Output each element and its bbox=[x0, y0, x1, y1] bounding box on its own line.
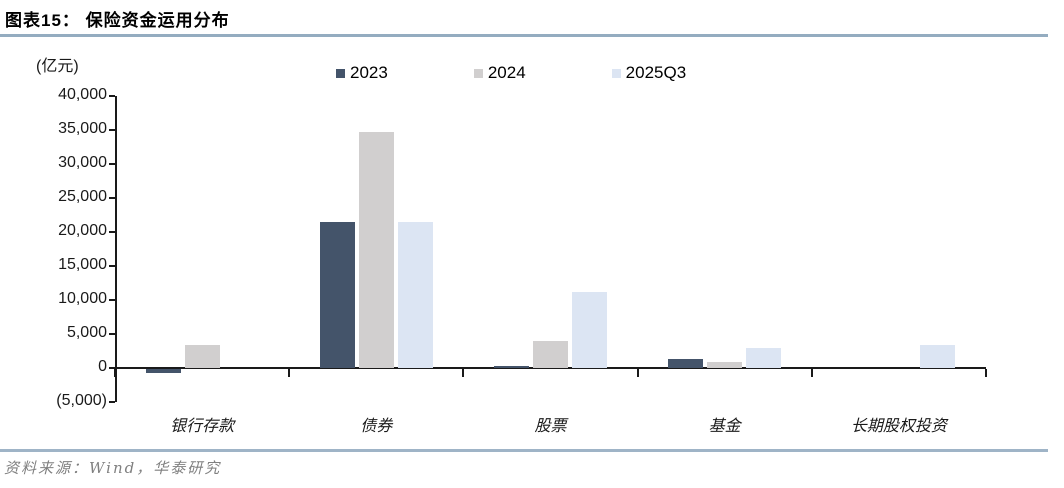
legend-label: 2023 bbox=[350, 63, 388, 82]
y-tick-label: 0 bbox=[98, 358, 107, 375]
y-tick-label: 10,000 bbox=[58, 290, 107, 307]
chart-title: 图表15： 保险资金运用分布 bbox=[5, 11, 230, 30]
legend-swatch-icon bbox=[473, 68, 483, 78]
x-axis-tick bbox=[462, 369, 465, 377]
x-axis-line bbox=[115, 367, 986, 369]
x-axis-label: 银行存款 bbox=[170, 416, 235, 435]
y-axis-tick bbox=[109, 129, 115, 131]
y-tick-label: 5,000 bbox=[66, 324, 107, 341]
x-axis-label: 长期股权投资 bbox=[850, 416, 947, 435]
legend-item-2025Q3: 2025Q3 bbox=[611, 63, 687, 83]
bar-2025Q3 bbox=[920, 344, 956, 368]
bar-2024 bbox=[184, 344, 220, 368]
y-tick-label: 15,000 bbox=[58, 256, 107, 273]
y-axis-tick bbox=[109, 231, 115, 233]
bar-2023 bbox=[145, 369, 181, 374]
bar-2024 bbox=[358, 132, 394, 368]
bar-2023 bbox=[668, 359, 704, 368]
y-axis-unit-label: (亿元) bbox=[36, 58, 79, 75]
bar-2024 bbox=[533, 340, 568, 368]
y-tick-label: 25,000 bbox=[58, 188, 107, 205]
legend: 2023 2024 2025Q3 bbox=[336, 63, 686, 83]
bar-2023 bbox=[319, 221, 355, 368]
legend-swatch-icon bbox=[611, 68, 621, 78]
x-axis-tick bbox=[114, 369, 116, 377]
legend-label: 2024 bbox=[487, 63, 526, 82]
x-axis-label: 基金 bbox=[708, 416, 741, 435]
y-axis-tick bbox=[109, 299, 115, 301]
y-axis-tick bbox=[109, 265, 115, 267]
legend-label: 2025Q3 bbox=[625, 63, 687, 82]
bar-2023 bbox=[494, 365, 529, 368]
x-axis-label: 股票 bbox=[534, 416, 567, 435]
y-tick-label: 20,000 bbox=[58, 222, 107, 239]
y-tick-label: 30,000 bbox=[58, 154, 107, 171]
bar-2024 bbox=[707, 361, 743, 368]
bar-2025Q3 bbox=[397, 222, 433, 368]
legend-swatch-icon bbox=[336, 68, 345, 78]
y-axis-tick bbox=[109, 367, 115, 369]
bar-2025Q3 bbox=[572, 291, 607, 368]
y-axis-tick bbox=[109, 95, 115, 97]
x-axis-tick bbox=[985, 369, 987, 377]
x-axis-tick bbox=[636, 369, 639, 377]
source-text: 资料来源：Wind，华泰研究 bbox=[4, 459, 222, 477]
y-tick-label: 40,000 bbox=[58, 86, 107, 103]
y-axis-tick bbox=[109, 197, 115, 199]
x-axis-tick bbox=[288, 369, 291, 377]
footer-rule bbox=[0, 449, 1048, 452]
y-axis-tick bbox=[109, 401, 115, 403]
y-tick-label: 35,000 bbox=[58, 120, 107, 137]
header-rule bbox=[0, 34, 1048, 37]
legend-item-2023: 2023 bbox=[336, 63, 388, 83]
x-axis-label: 债券 bbox=[360, 416, 393, 435]
y-tick-label: (5,000) bbox=[56, 392, 107, 409]
bar-2025Q3 bbox=[746, 348, 782, 368]
y-axis-tick bbox=[109, 333, 115, 335]
y-axis-line bbox=[115, 96, 117, 402]
y-axis-tick bbox=[109, 163, 115, 165]
x-axis-tick bbox=[810, 369, 813, 377]
legend-item-2024: 2024 bbox=[473, 63, 526, 83]
